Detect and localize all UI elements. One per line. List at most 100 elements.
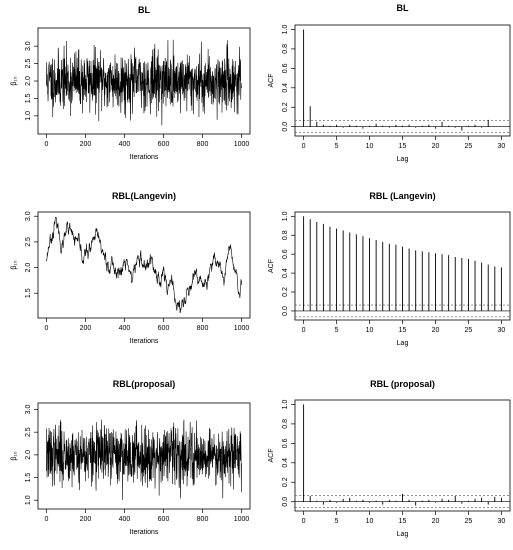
x-tick-label: 0 <box>302 518 306 525</box>
x-axis-label: Lag <box>397 531 409 538</box>
plot-frame <box>37 211 251 319</box>
trace-line <box>46 39 242 126</box>
y-tick-label: 0.4 <box>282 83 289 93</box>
x-tick-label: 5 <box>335 518 339 525</box>
x-tick-label: 10 <box>366 143 374 150</box>
y-tick-label: 0.6 <box>282 249 289 259</box>
x-tick-label: 15 <box>399 327 407 334</box>
x-tick-label: 20 <box>432 518 440 525</box>
y-axis-label: β₁₀ <box>11 260 18 269</box>
y-tick-label: 0.8 <box>282 419 289 429</box>
y-axis-label: ACF <box>268 259 275 273</box>
y-tick-label: 3.0 <box>25 405 32 415</box>
y-tick-label: 0.2 <box>282 477 289 487</box>
x-tick-label: 30 <box>498 327 506 334</box>
x-axis-label: Iterations <box>130 154 159 161</box>
x-tick-label: 1000 <box>234 325 250 332</box>
y-tick-label: 1.5 <box>25 288 32 298</box>
y-tick-label: 0.4 <box>282 268 289 278</box>
y-tick-label: 0.0 <box>282 497 289 507</box>
x-axis-label: Iterations <box>130 338 159 345</box>
panel-trace_rbl_proposal: RBL(proposal) 0 200 400 600 800 1000 1.0 1.5 2.0 2… <box>11 379 251 536</box>
y-axis-label: β₁₀ <box>11 451 18 460</box>
x-tick-label: 5 <box>335 327 339 334</box>
x-tick-label: 0 <box>45 325 49 332</box>
x-tick-label: 0 <box>45 516 49 523</box>
panel-title: BL <box>138 5 150 15</box>
y-tick-label: 1.5 <box>25 93 32 103</box>
y-tick-label: 0.6 <box>282 438 289 448</box>
panel-title: RBL(proposal) <box>113 379 176 389</box>
x-tick-label: 30 <box>498 143 506 150</box>
y-tick-label: 0.2 <box>282 102 289 112</box>
x-tick-label: 0 <box>302 143 306 150</box>
x-tick-label: 400 <box>119 325 131 332</box>
y-tick-label: 0.6 <box>282 63 289 73</box>
y-tick-label: 1.0 <box>282 211 289 221</box>
y-tick-label: 1.0 <box>282 24 289 34</box>
y-tick-label: 0.8 <box>282 44 289 54</box>
x-tick-label: 800 <box>197 516 209 523</box>
y-tick-label: 2.0 <box>25 263 32 273</box>
x-tick-label: 800 <box>197 325 209 332</box>
trace-line <box>46 216 242 314</box>
x-tick-label: 10 <box>366 518 374 525</box>
x-tick-label: 10 <box>366 327 374 334</box>
x-tick-label: 1000 <box>234 516 250 523</box>
y-axis-label: ACF <box>268 74 275 88</box>
x-tick-label: 15 <box>399 518 407 525</box>
y-tick-label: 3.0 <box>25 211 32 221</box>
y-tick-label: 3.0 <box>25 41 32 51</box>
x-tick-label: 0 <box>302 327 306 334</box>
x-tick-label: 25 <box>465 518 473 525</box>
x-tick-label: 400 <box>119 516 131 523</box>
y-tick-label: 1.5 <box>25 473 32 483</box>
y-tick-label: 0.0 <box>282 122 289 132</box>
x-tick-label: 1000 <box>234 141 250 148</box>
y-tick-label: 2.5 <box>25 237 32 247</box>
y-axis-label: β₁₀ <box>11 76 18 85</box>
y-tick-label: 1.0 <box>282 399 289 409</box>
x-tick-label: 200 <box>80 141 92 148</box>
y-tick-label: 0.4 <box>282 458 289 468</box>
y-tick-label: 2.5 <box>25 427 32 437</box>
x-tick-label: 400 <box>119 141 131 148</box>
panel-trace_bl: BL 0 200 400 600 800 1000 1.0 1.5 2.0 2.5 3.0 Iterat… <box>11 5 251 161</box>
x-tick-label: 5 <box>335 143 339 150</box>
y-tick-label: 0.8 <box>282 230 289 240</box>
x-tick-label: 25 <box>465 327 473 334</box>
y-tick-label: 1.0 <box>25 495 32 505</box>
plot-frame <box>37 402 251 510</box>
x-tick-label: 0 <box>45 141 49 148</box>
panel-acf_rbl_langevin: RBL (Langevin) 0 5 10 15 20 25 30 0.0 0.2 0.4 0.6 0.… <box>268 191 511 347</box>
x-tick-label: 600 <box>158 141 170 148</box>
x-tick-label: 20 <box>432 143 440 150</box>
x-tick-label: 15 <box>399 143 407 150</box>
panel-acf_rbl_proposal: RBL (proposal) 0 5 10 15 20 25 30 0.0 0.2 0.4 0.6 0.… <box>268 379 511 538</box>
panel-title: RBL (Langevin) <box>369 191 435 201</box>
x-tick-label: 800 <box>197 141 209 148</box>
x-axis-label: Lag <box>397 340 409 347</box>
y-tick-label: 0.0 <box>282 306 289 316</box>
y-tick-label: 2.0 <box>25 76 32 86</box>
y-tick-label: 2.5 <box>25 59 32 69</box>
x-tick-label: 25 <box>465 143 473 150</box>
trace-line <box>46 419 242 500</box>
plot-frame <box>294 24 511 137</box>
x-tick-label: 200 <box>80 325 92 332</box>
panel-acf_bl: BL 0 5 10 15 20 25 30 0.0 0.2 0.4 0.6 0.8 1.0 Lag ACF <box>268 3 511 163</box>
panel-trace_rbl_langevin: RBL(Langevin) 0 200 400 600 800 1000 1.5 2.0 2.5 3… <box>11 191 251 345</box>
x-tick-label: 20 <box>432 327 440 334</box>
x-tick-label: 600 <box>158 325 170 332</box>
panel-title: RBL (proposal) <box>370 379 435 389</box>
panel-title: BL <box>397 3 409 13</box>
y-axis-label: ACF <box>268 449 275 463</box>
panel-title: RBL(Langevin) <box>112 191 176 201</box>
x-tick-label: 200 <box>80 516 92 523</box>
y-tick-label: 0.2 <box>282 287 289 297</box>
x-axis-label: Iterations <box>130 529 159 536</box>
x-axis-label: Lag <box>397 156 409 163</box>
x-tick-label: 30 <box>498 518 506 525</box>
y-tick-label: 1.0 <box>25 111 32 121</box>
